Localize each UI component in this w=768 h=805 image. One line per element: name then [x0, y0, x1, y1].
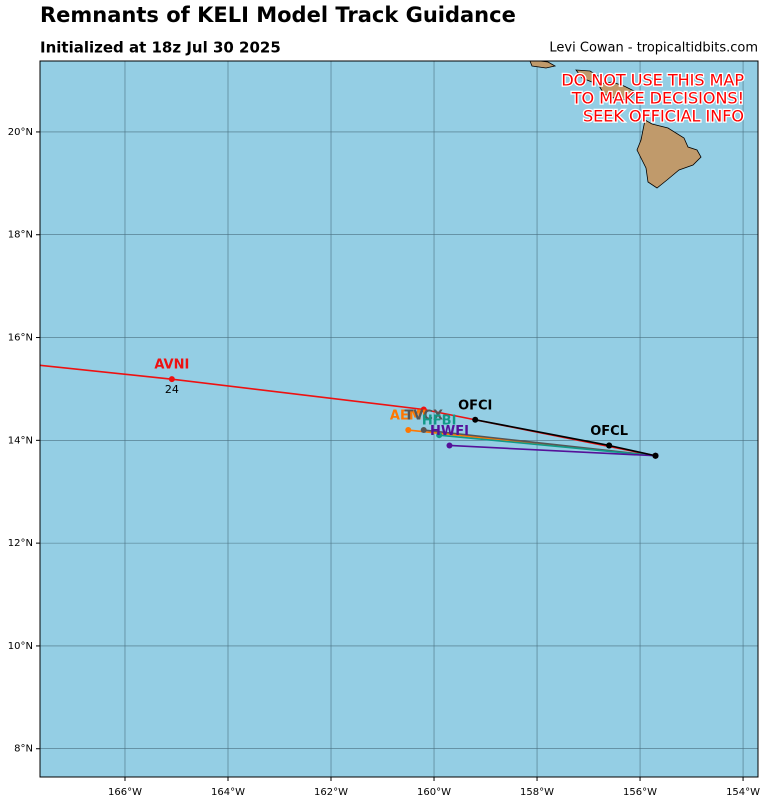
- track-point: [606, 442, 613, 449]
- warning: SEEK OFFICIAL INFO: [583, 107, 744, 126]
- track-label: AVNI: [154, 358, 189, 373]
- track-point: [652, 452, 659, 459]
- x-tick-label: 166°W: [108, 787, 142, 798]
- x-tick-label: 162°W: [314, 787, 348, 798]
- y-tick-label: 18°N: [8, 230, 33, 241]
- track-label: AEMI: [390, 409, 427, 424]
- graticule: [40, 61, 758, 777]
- y-tick-label: 10°N: [8, 641, 33, 652]
- x-tick-label: 156°W: [623, 787, 657, 798]
- credit: Levi Cowan - tropicaltidbits.com: [549, 41, 758, 56]
- oahu: [575, 69, 599, 83]
- track-label: TVCX: [404, 409, 443, 424]
- warning: DO NOT USE THIS MAP: [561, 71, 744, 90]
- track-point: [472, 416, 479, 423]
- islands: [529, 61, 702, 189]
- track-label: OFCI: [458, 398, 492, 413]
- x-tick-label: 158°W: [520, 787, 554, 798]
- forecast-hour: 24: [165, 383, 179, 396]
- track-point: [446, 442, 453, 449]
- y-tick-label: 20°N: [8, 127, 33, 138]
- track-line: [475, 418, 610, 447]
- maui: [597, 81, 637, 101]
- track-line: [449, 444, 656, 457]
- big-island: [636, 119, 702, 189]
- kauai: [529, 61, 557, 69]
- warning: TO MAKE DECISIONS!: [571, 89, 744, 108]
- track-point: [420, 427, 427, 434]
- x-tick-label: 164°W: [211, 787, 245, 798]
- track-line: [608, 444, 656, 457]
- track-point: [420, 406, 427, 413]
- x-tick-label: 154°W: [726, 787, 760, 798]
- y-tick-label: 8°N: [14, 744, 33, 755]
- ocean: [40, 61, 758, 777]
- track-label: HWFI: [430, 424, 469, 439]
- tracks: [40, 364, 659, 459]
- track-line: [439, 434, 656, 457]
- track-label: HFBI: [422, 414, 457, 429]
- y-tick-label: 14°N: [8, 435, 33, 446]
- x-tick-label: 160°W: [417, 787, 451, 798]
- track-point: [405, 427, 412, 434]
- subtitle: Initialized at 18z Jul 30 2025: [40, 39, 281, 57]
- track-point: [168, 376, 175, 383]
- track-label: OFCL: [590, 424, 628, 439]
- y-tick-label: 16°N: [8, 333, 33, 344]
- frame: [39, 60, 759, 778]
- y-tick-label: 12°N: [8, 538, 33, 549]
- track-point: [436, 432, 443, 439]
- title: Remnants of KELI Model Track Guidance: [40, 3, 516, 27]
